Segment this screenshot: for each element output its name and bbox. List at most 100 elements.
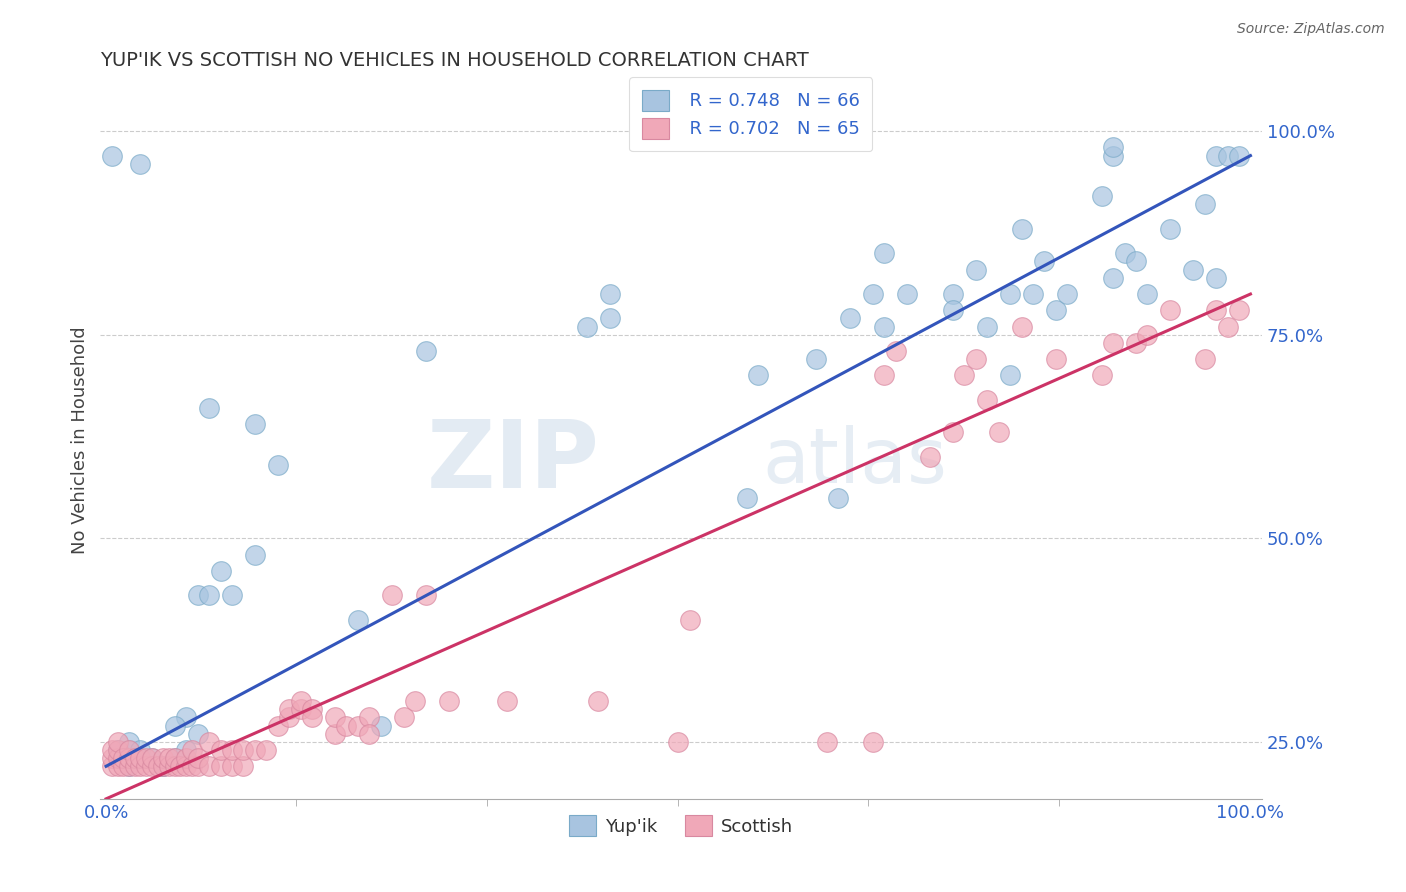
Point	[152, 759, 174, 773]
Point	[141, 759, 163, 773]
Point	[404, 694, 426, 708]
Point	[163, 759, 186, 773]
Point	[965, 262, 987, 277]
Point	[1011, 319, 1033, 334]
Point	[599, 311, 621, 326]
Point	[101, 743, 124, 757]
Point	[163, 751, 186, 765]
Point	[278, 702, 301, 716]
Point	[301, 702, 323, 716]
Point	[290, 702, 312, 716]
Point	[243, 548, 266, 562]
Point	[124, 751, 146, 765]
Point	[976, 392, 998, 407]
Point	[124, 759, 146, 773]
Point	[1194, 197, 1216, 211]
Point	[1056, 287, 1078, 301]
Point	[221, 743, 243, 757]
Point	[1205, 148, 1227, 162]
Point	[918, 450, 941, 464]
Point	[107, 751, 129, 765]
Point	[942, 425, 965, 440]
Point	[124, 751, 146, 765]
Point	[157, 751, 180, 765]
Point	[735, 491, 758, 505]
Point	[679, 613, 702, 627]
Point	[381, 588, 404, 602]
Point	[267, 718, 290, 732]
Point	[1033, 254, 1056, 268]
Point	[101, 148, 124, 162]
Point	[392, 710, 415, 724]
Point	[1216, 148, 1239, 162]
Text: ZIP: ZIP	[427, 416, 600, 508]
Point	[118, 743, 141, 757]
Point	[101, 751, 124, 765]
Point	[101, 759, 124, 773]
Point	[1102, 270, 1125, 285]
Point	[804, 352, 827, 367]
Point	[323, 710, 346, 724]
Point	[862, 735, 884, 749]
Point	[198, 588, 221, 602]
Point	[347, 718, 370, 732]
Point	[209, 759, 232, 773]
Point	[198, 401, 221, 415]
Point	[884, 344, 907, 359]
Point	[1159, 222, 1181, 236]
Point	[599, 287, 621, 301]
Point	[152, 751, 174, 765]
Point	[152, 759, 174, 773]
Point	[359, 710, 381, 724]
Point	[107, 735, 129, 749]
Point	[415, 588, 437, 602]
Point	[998, 287, 1021, 301]
Point	[118, 759, 141, 773]
Point	[232, 743, 254, 757]
Point	[267, 458, 290, 472]
Point	[1182, 262, 1205, 277]
Point	[575, 319, 598, 334]
Point	[987, 425, 1010, 440]
Point	[187, 759, 209, 773]
Point	[118, 759, 141, 773]
Point	[1102, 335, 1125, 350]
Point	[415, 344, 437, 359]
Point	[323, 727, 346, 741]
Point	[198, 759, 221, 773]
Point	[118, 751, 141, 765]
Point	[129, 743, 152, 757]
Point	[180, 759, 202, 773]
Point	[129, 751, 152, 765]
Point	[221, 759, 243, 773]
Point	[129, 751, 152, 765]
Point	[135, 759, 157, 773]
Point	[1227, 148, 1250, 162]
Point	[141, 751, 163, 765]
Point	[439, 694, 461, 708]
Point	[254, 743, 277, 757]
Point	[209, 564, 232, 578]
Point	[187, 588, 209, 602]
Point	[141, 751, 163, 765]
Point	[1136, 327, 1159, 342]
Point	[862, 287, 884, 301]
Point	[1125, 254, 1147, 268]
Point	[1136, 287, 1159, 301]
Point	[1091, 189, 1114, 203]
Point	[1216, 319, 1239, 334]
Point	[221, 588, 243, 602]
Point	[129, 759, 152, 773]
Point	[174, 759, 197, 773]
Point	[107, 751, 129, 765]
Point	[118, 735, 141, 749]
Point	[1205, 303, 1227, 318]
Point	[163, 751, 186, 765]
Point	[180, 743, 202, 757]
Point	[495, 694, 517, 708]
Point	[942, 287, 965, 301]
Point	[1194, 352, 1216, 367]
Point	[232, 759, 254, 773]
Point	[1102, 140, 1125, 154]
Point	[644, 824, 666, 838]
